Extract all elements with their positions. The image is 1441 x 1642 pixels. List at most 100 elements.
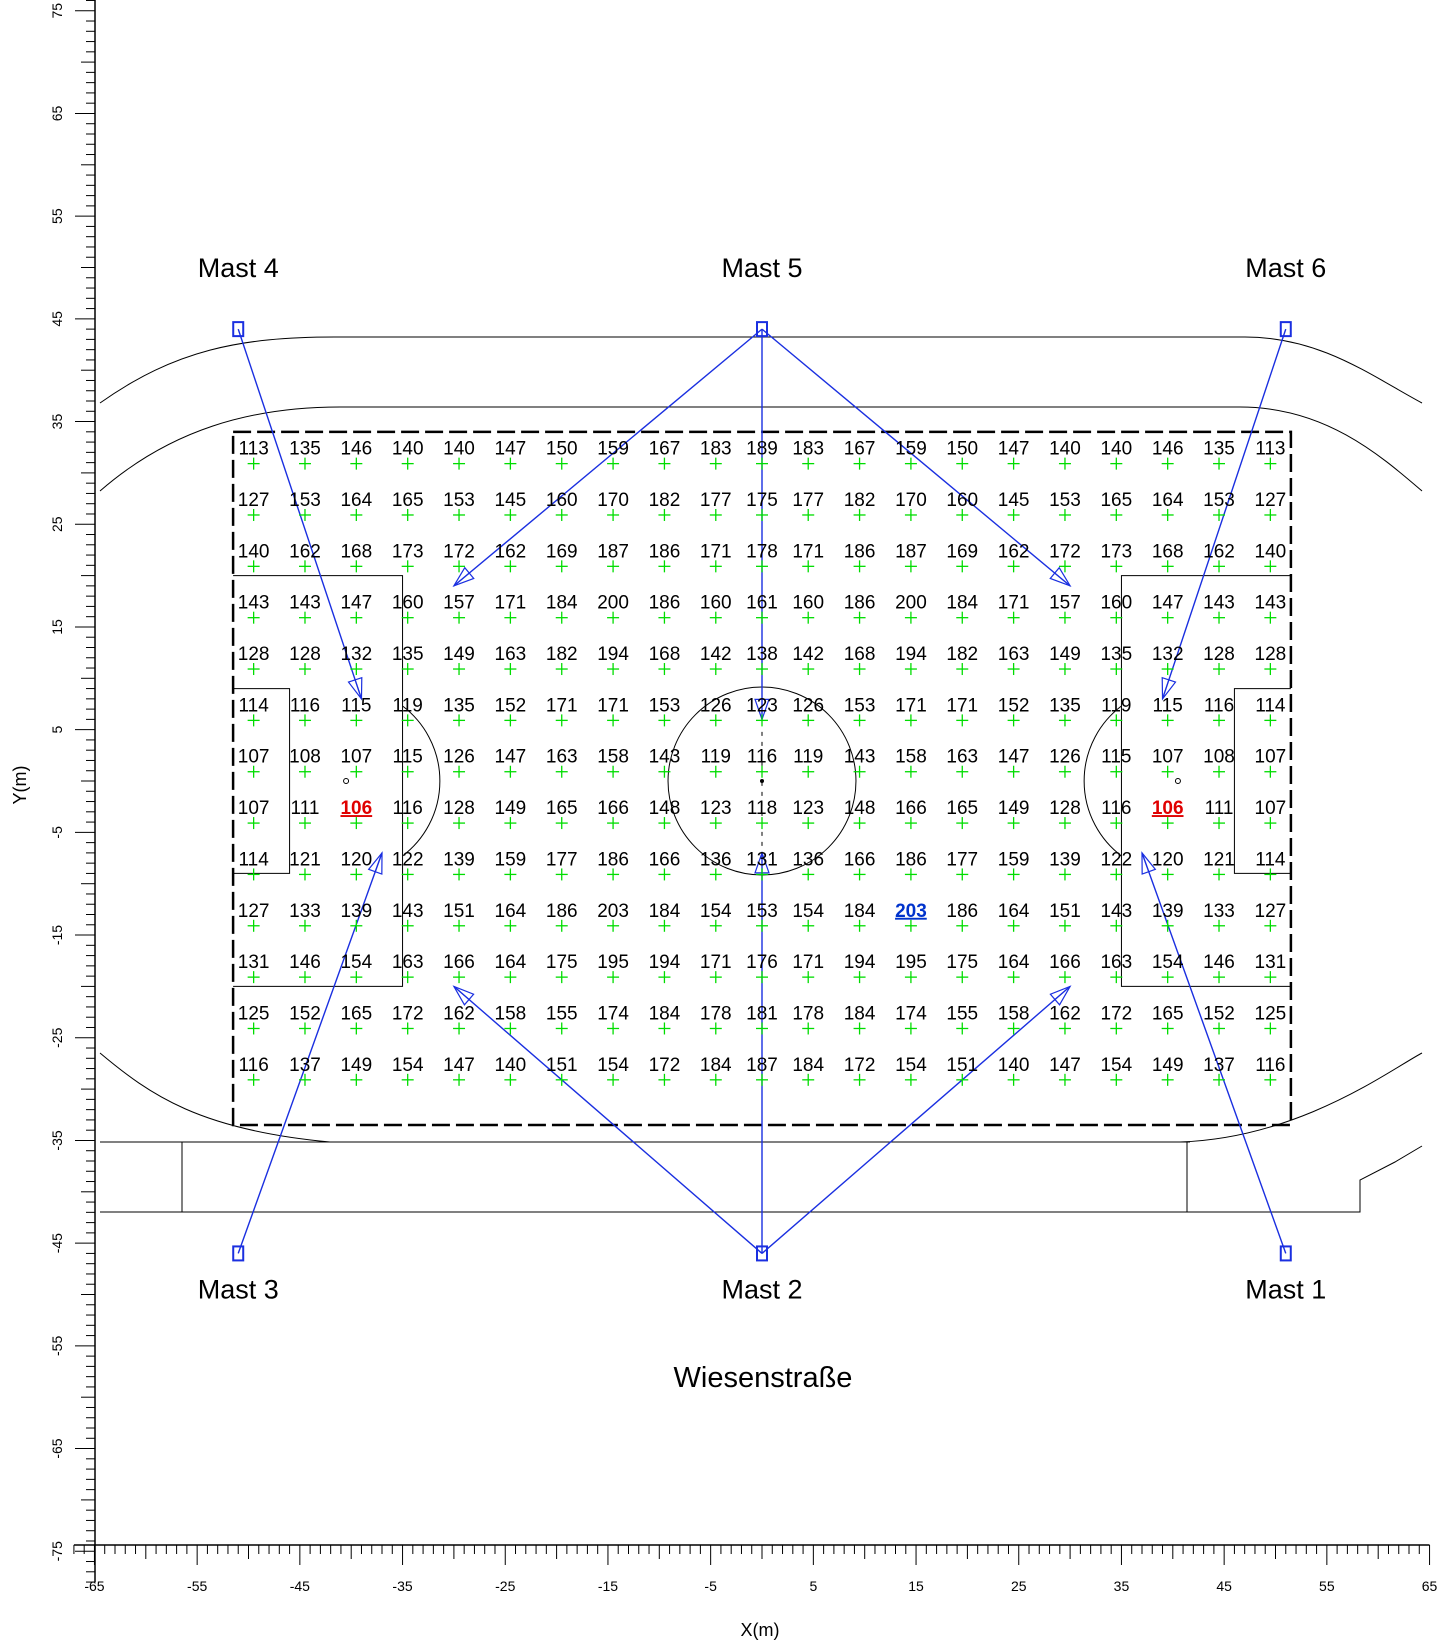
grid-value: 116 [747, 747, 777, 768]
grid-value: 168 [844, 644, 876, 665]
grid-value: 127 [238, 901, 270, 922]
grid-value: 132 [340, 644, 372, 665]
grid-value: 167 [844, 439, 876, 460]
grid-value: 175 [746, 490, 778, 511]
grid-value: 140 [998, 1055, 1030, 1076]
grid-value: 194 [649, 952, 681, 973]
grid-value: 172 [1100, 1003, 1132, 1024]
x-axis-title: X(m) [741, 1620, 780, 1640]
grid-value: 171 [998, 593, 1030, 614]
grid-value: 177 [700, 490, 732, 511]
grid-value: 116 [1204, 695, 1234, 716]
penalty-spot [1174, 778, 1181, 784]
x-tick-label: 25 [1011, 1578, 1027, 1594]
grid-value: 164 [1152, 490, 1184, 511]
grid-value: 114 [238, 695, 269, 716]
grid-value: 164 [998, 901, 1030, 922]
grid-value: 128 [1203, 644, 1235, 665]
grid-value: 186 [546, 901, 578, 922]
grid-value: 173 [1100, 541, 1132, 562]
grid-value: 108 [1203, 747, 1235, 768]
x-tick-label: 15 [908, 1578, 924, 1594]
grid-value: 158 [998, 1003, 1030, 1024]
grid-value: 173 [392, 541, 424, 562]
grid-value: 115 [341, 695, 371, 716]
grid-value: 147 [443, 1055, 475, 1076]
y-tick-label: 15 [49, 619, 65, 635]
grid-value: 186 [649, 593, 681, 614]
grid-value: 171 [495, 593, 527, 614]
y-tick-label: -55 [49, 1336, 65, 1356]
grid-value: 137 [289, 1055, 321, 1076]
y-tick-label: 55 [49, 208, 65, 224]
grid-value: 177 [792, 490, 824, 511]
grid-value: 160 [546, 490, 578, 511]
grid-value: 143 [649, 747, 681, 768]
grid-value: 135 [392, 644, 424, 665]
grid-value: 165 [1152, 1003, 1184, 1024]
grid-value: 140 [1049, 439, 1081, 460]
grid-value: 131 [746, 849, 778, 870]
grid-value: 153 [649, 695, 681, 716]
mast-icon [1279, 1245, 1292, 1262]
grid-value: 187 [597, 541, 629, 562]
grid-value: 165 [546, 798, 578, 819]
grid-value: 171 [546, 695, 578, 716]
x-tick-label: 5 [809, 1578, 817, 1594]
grid-value: 163 [1100, 952, 1132, 973]
grid-value: 154 [1100, 1055, 1132, 1076]
grid-value: 171 [700, 541, 732, 562]
x-axis: -65 -55 -45 -35 -25 -15 -5 5 15 25 35 45 55 65 [73, 1544, 1438, 1594]
grid-value: 116 [1101, 798, 1131, 819]
grid-value: 143 [1100, 901, 1132, 922]
grid-value: 136 [792, 849, 824, 870]
aim-line [453, 328, 763, 587]
grid-value: 157 [1049, 593, 1081, 614]
grid-value: 168 [340, 541, 372, 562]
grid-value: 162 [443, 1003, 475, 1024]
grid-value: 175 [546, 952, 578, 973]
grid-value: 140 [392, 439, 424, 460]
mast-icon [232, 321, 245, 338]
grid-value: 135 [443, 695, 475, 716]
grid-value: 153 [1203, 490, 1235, 511]
aim-arrow-axis [1054, 572, 1071, 587]
grid-value: 154 [792, 901, 824, 922]
grid-value: 200 [895, 593, 927, 614]
grid-value: 175 [946, 952, 978, 973]
grid-value: 186 [649, 541, 681, 562]
grid-value: 172 [844, 1055, 876, 1076]
penalty-area [1120, 575, 1291, 987]
grid-value: 169 [546, 541, 578, 562]
grid-value: 160 [392, 593, 424, 614]
grid-value: 149 [443, 644, 475, 665]
grid-value: 152 [495, 695, 527, 716]
grid-value: 174 [597, 1003, 629, 1024]
grid-value: 125 [238, 1003, 270, 1024]
grid-value: 171 [792, 952, 824, 973]
grid-value: 200 [597, 593, 629, 614]
grid-value: 157 [443, 593, 475, 614]
grid-value: 125 [1255, 1003, 1287, 1024]
aim-arrow-axis [374, 852, 383, 872]
grid-value: 164 [340, 490, 372, 511]
grid-value: 171 [700, 952, 732, 973]
grid-value: 195 [597, 952, 629, 973]
y-axis: 75 65 55 45 35 25 15 5 -5 -15 -25 -35 -45 -55 -65 -75 [49, 0, 96, 1583]
grid-value: 146 [1203, 952, 1235, 973]
grid-value: 116 [393, 798, 423, 819]
grid-value: 147 [998, 439, 1030, 460]
grid-value: 172 [392, 1003, 424, 1024]
penalty-spot [343, 778, 350, 784]
y-tick-label: 45 [49, 311, 65, 327]
grid-value: 142 [792, 644, 824, 665]
grid-value: 153 [289, 490, 321, 511]
grid-value: 182 [546, 644, 578, 665]
stadium-outline [99, 336, 1423, 1213]
grid-value: 108 [289, 747, 321, 768]
floodlight-aim-lines [237, 328, 1287, 1254]
grid-value: 183 [792, 439, 824, 460]
aim-line [1141, 852, 1287, 1254]
grid-value: 159 [495, 849, 527, 870]
street-label: Wiesenstraße [674, 1362, 853, 1394]
